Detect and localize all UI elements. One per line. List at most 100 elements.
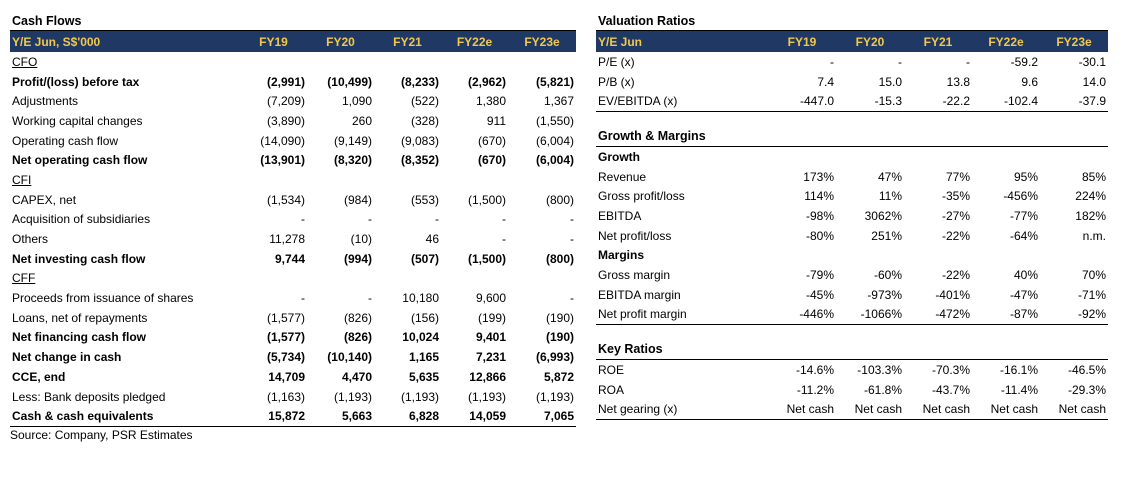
value-cell: 40%: [1013, 268, 1038, 283]
row-label: P/E (x): [598, 54, 635, 69]
value-cell: 77%: [945, 169, 970, 184]
header-cell: FY23e: [1040, 31, 1108, 52]
value-cell: -: [368, 212, 372, 227]
value-cell: (670): [477, 133, 506, 148]
value-cell: [1040, 147, 1108, 167]
row-label: Loans, net of repayments: [12, 310, 148, 325]
value-cell: 114%: [804, 189, 834, 204]
value-cell: (6,004): [535, 153, 574, 168]
value-cell: -472%: [904, 304, 972, 326]
value-cell: -447.0: [768, 91, 836, 113]
value-cell: 12,866: [469, 369, 506, 384]
value-cell: (1,163): [266, 389, 305, 404]
value-cell: 251%: [871, 228, 902, 243]
value-cell: (553): [410, 192, 439, 207]
value-cell: (190): [545, 310, 574, 325]
value-cell: 14,709: [268, 369, 305, 384]
value-cell: 911: [486, 113, 506, 128]
value-cell: 46: [425, 232, 439, 247]
header-cell: FY19: [240, 31, 307, 52]
row-label: Cash & cash equivalents: [10, 406, 240, 428]
value-cell: -43.7%: [931, 382, 970, 397]
value-cell: Net cash: [768, 399, 836, 421]
value-cell: 4,470: [341, 369, 372, 384]
table-row: Net change in cash (5,734) (10,140) 1,165 7,…: [10, 347, 576, 367]
value-cell: (800): [545, 251, 574, 266]
value-cell: 182%: [1075, 208, 1106, 223]
value-cell: (1,534): [266, 192, 305, 207]
table-row: Net investing cash flow 9,744 (994) (507) (1…: [10, 249, 576, 269]
value-cell: [508, 269, 576, 289]
row-label: EV/EBITDA (x): [596, 91, 768, 113]
value-cell: [836, 147, 904, 167]
table-row: Net profit/loss -80% 251% -22% -64% n.m.: [596, 226, 1108, 246]
value-cell: -: [570, 291, 574, 306]
header-cell: FY19: [768, 31, 836, 52]
value-cell: (1,577): [266, 330, 305, 345]
value-cell: -11.2%: [796, 382, 834, 397]
value-cell: -973%: [867, 287, 902, 302]
value-cell: (1,577): [266, 310, 305, 325]
value-cell: -: [502, 232, 506, 247]
value-cell: (10,140): [327, 350, 372, 365]
value-cell: (826): [343, 330, 372, 345]
header-cell: Y/E Jun, S$'000: [10, 31, 240, 52]
key-ratios-table: ROE -14.6% -103.3% -70.3% -16.1% -46.5% ROA -11…: [596, 360, 1108, 421]
table-row: EBITDA margin -45% -973% -401% -47% -71%: [596, 285, 1108, 305]
header-cell: FY22e: [441, 31, 508, 52]
value-cell: 14,059: [441, 406, 508, 428]
value-cell: [307, 170, 374, 190]
value-cell: -98%: [805, 208, 834, 223]
table-row: CFI: [10, 170, 576, 190]
value-cell: [836, 246, 904, 266]
value-cell: -103.3%: [857, 363, 902, 378]
value-cell: -27%: [941, 208, 970, 223]
value-cell: 85%: [1081, 169, 1106, 184]
value-cell: 7,065: [508, 406, 576, 428]
value-cell: [972, 147, 1040, 167]
table-row: CFF: [10, 269, 576, 289]
row-label: CCE, end: [12, 369, 66, 384]
value-cell: (13,901): [260, 153, 305, 168]
value-cell: -446%: [768, 304, 836, 326]
value-cell: (800): [545, 192, 574, 207]
row-label: Others: [12, 232, 49, 247]
value-cell: (1,193): [535, 389, 574, 404]
value-cell: 47%: [877, 169, 902, 184]
value-cell: -: [570, 232, 574, 247]
value-cell: -71%: [1077, 287, 1106, 302]
row-label: Net profit/loss: [598, 228, 672, 243]
row-label: Margins: [598, 248, 645, 263]
table-row: Gross margin -79% -60% -22% 40% 70%: [596, 265, 1108, 285]
row-label: CAPEX, net: [12, 192, 77, 207]
value-cell: -77%: [1009, 208, 1038, 223]
row-label: Proceeds from issuance of shares: [12, 291, 194, 306]
value-cell: -14.6%: [795, 363, 834, 378]
table-row: Net financing cash flow (1,577) (826) 10,02…: [10, 328, 576, 348]
value-cell: -87%: [972, 304, 1040, 326]
value-cell: -102.4: [972, 91, 1040, 113]
value-cell: (1,193): [333, 389, 372, 404]
value-cell: Net cash: [836, 399, 904, 421]
value-cell: -22.2: [904, 91, 972, 113]
header-cell: FY20: [836, 31, 904, 52]
value-cell: -: [435, 212, 439, 227]
value-cell: -61.8%: [863, 382, 902, 397]
value-cell: (3,890): [266, 113, 305, 128]
value-cell: -64%: [1009, 228, 1038, 243]
value-cell: 95%: [1013, 169, 1038, 184]
table-row: Net operating cash flow (13,901) (8,320) (8…: [10, 150, 576, 170]
value-cell: 5,872: [543, 369, 574, 384]
value-cell: [508, 170, 576, 190]
valuation-table: Y/E Jun FY19 FY20 FY21 FY22e FY23e P/E (…: [596, 31, 1108, 113]
value-cell: 10,180: [402, 291, 439, 306]
valuation-header-row: Y/E Jun FY19 FY20 FY21 FY22e FY23e: [596, 31, 1108, 52]
value-cell: (328): [410, 113, 439, 128]
value-cell: -46.5%: [1067, 363, 1106, 378]
value-cell: 6,828: [374, 406, 441, 428]
value-cell: 14.0: [1082, 74, 1106, 89]
value-cell: [904, 246, 972, 266]
row-label: Gross profit/loss: [598, 189, 685, 204]
value-cell: 1,367: [543, 94, 574, 109]
table-row: Loans, net of repayments (1,577) (826) (156…: [10, 308, 576, 328]
